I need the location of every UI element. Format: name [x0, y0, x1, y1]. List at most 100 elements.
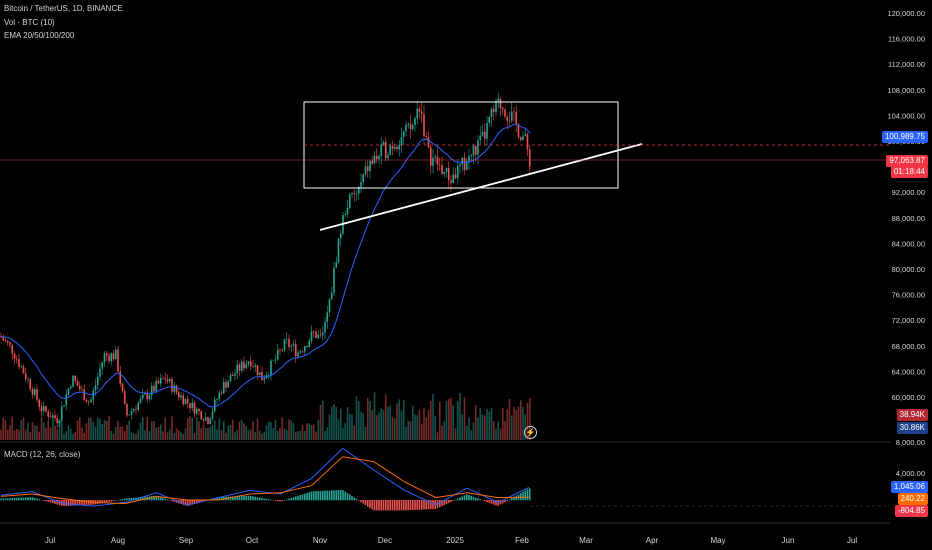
volume-bar — [4, 419, 7, 440]
candle-body — [465, 161, 468, 170]
macd-histogram-bar — [321, 490, 324, 501]
macd-histogram-bar — [382, 500, 385, 511]
macd-histogram-bar — [360, 500, 362, 503]
macd-histogram-bar — [171, 500, 173, 502]
drawings[interactable] — [0, 101, 890, 507]
candle-body — [121, 383, 124, 392]
candle-body — [492, 108, 495, 112]
macd-histogram-bar — [247, 495, 250, 501]
time-tick-label: Nov — [313, 536, 327, 545]
macd-histogram-bar — [407, 500, 410, 511]
volume-bar — [249, 429, 252, 440]
macd-histogram-bar — [409, 500, 412, 511]
candle-body — [24, 373, 27, 380]
macd-histogram-bar — [18, 497, 20, 501]
macd-histogram-bar — [294, 496, 297, 501]
volume-bar — [407, 420, 410, 440]
volume-legend[interactable]: Vol · BTC (10) — [4, 18, 55, 27]
macd-histogram-bar — [450, 500, 452, 502]
volume-bar — [56, 429, 59, 440]
macd-histogram-bar — [351, 495, 353, 501]
volume-bar — [285, 430, 288, 440]
volume-bar — [492, 420, 495, 440]
candle-body — [285, 338, 288, 340]
candle-body — [411, 124, 414, 130]
macd-histogram-bar — [378, 500, 380, 511]
macd-histogram-bar — [258, 497, 261, 501]
candle-body — [366, 166, 369, 171]
candle-body — [490, 108, 493, 117]
candle-body — [414, 118, 416, 125]
candle-body — [371, 160, 374, 164]
macd-histogram-bar — [510, 498, 513, 501]
macd-histogram-bar — [96, 500, 99, 504]
macd-histogram-bar — [488, 500, 491, 503]
volume-bar — [463, 397, 466, 440]
macd-histogram-bar — [486, 500, 488, 503]
candle-body — [123, 391, 126, 405]
candle-body — [299, 351, 302, 353]
volume-bar — [211, 424, 214, 440]
volume-bar — [63, 433, 65, 440]
symbol-legend[interactable]: Bitcoin / TetherUS, 1D, BINANCE — [4, 4, 123, 13]
macd-histogram-bar — [195, 500, 198, 504]
volume-bar — [481, 414, 484, 440]
volume-bar — [504, 421, 506, 440]
macd-histogram-bar — [49, 500, 52, 503]
candle-body — [150, 385, 153, 396]
candle-body — [378, 155, 380, 160]
volume-bar — [519, 400, 522, 440]
candle-body — [443, 171, 446, 175]
macd-histogram-bar — [380, 500, 383, 511]
macd-histogram-bar — [130, 497, 133, 501]
ema-line — [0, 123, 531, 408]
candle-body — [402, 131, 405, 138]
macd-histogram-bar — [504, 500, 506, 503]
time-tick-label: Apr — [646, 536, 659, 545]
candle-body — [360, 182, 362, 187]
macd-histogram-bar — [157, 496, 160, 501]
candle-body — [236, 364, 239, 374]
candle-body — [380, 144, 383, 156]
lightning-icon[interactable]: ⚡ — [524, 426, 537, 439]
price-tick-label: 92,000.00 — [892, 188, 925, 197]
volume-bar — [384, 394, 387, 440]
candle-body — [526, 134, 529, 150]
macd-histogram-bar — [150, 496, 153, 501]
candle-body — [13, 353, 16, 359]
macd-legend[interactable]: MACD (12, 26, close) — [4, 450, 80, 459]
volume-bar — [389, 405, 392, 440]
macd-histogram-bar — [267, 499, 270, 501]
time-tick-label: Aug — [111, 536, 125, 545]
candle-body — [101, 362, 104, 369]
price-tick-label: 72,000.00 — [892, 316, 925, 325]
volume-bar — [27, 422, 29, 440]
candle-body — [252, 366, 254, 367]
macd-histogram-bar — [310, 491, 313, 501]
macd-histogram-bar — [285, 499, 288, 501]
volume-bar — [83, 432, 86, 440]
candle-body — [171, 379, 173, 392]
candle-body — [85, 400, 88, 403]
candle-body — [211, 411, 214, 419]
volume-bar — [0, 429, 2, 440]
volume-bar — [306, 423, 308, 440]
volume-bar — [432, 393, 434, 440]
candle-body — [51, 415, 54, 418]
macd-histogram-bar — [402, 500, 405, 511]
volume-bar — [369, 400, 371, 440]
volume-bar — [148, 431, 151, 440]
candle-body — [317, 334, 320, 338]
macd-histogram-bar — [270, 499, 272, 501]
candle-body — [72, 375, 74, 387]
macd-histogram-bar — [47, 500, 50, 502]
macd-indicator-label: MACD (12, 26, close) — [4, 450, 81, 459]
macd-histogram-bar — [375, 500, 378, 511]
macd-histogram-bar — [76, 500, 79, 506]
ema-legend[interactable]: EMA 20/50/100/200 — [4, 31, 74, 40]
macd-histogram-bar — [483, 500, 486, 502]
price-tick-label: 88,000.00 — [892, 214, 925, 223]
candle-body — [207, 417, 209, 424]
macd-histogram-bar — [263, 498, 266, 501]
